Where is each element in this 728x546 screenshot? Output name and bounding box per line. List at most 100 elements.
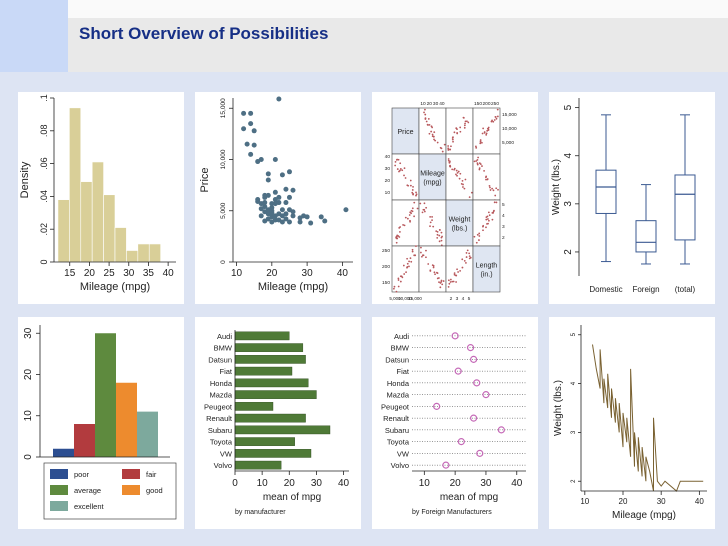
- matrix-point: [464, 122, 466, 125]
- matrix-top-tick-label: 40: [439, 101, 445, 107]
- legend-label-good: good: [146, 486, 163, 495]
- horizontal-bar: [234, 390, 317, 399]
- x-tick-label: 20: [84, 268, 96, 279]
- line-series: [592, 344, 704, 492]
- scatter-point: [276, 200, 282, 206]
- matrix-point: [488, 184, 491, 187]
- matrix-point: [420, 246, 422, 249]
- matrix-point: [396, 168, 399, 170]
- scatter-point: [304, 214, 310, 220]
- matrix-point: [468, 196, 471, 199]
- matrix-point: [488, 214, 491, 217]
- matrix-point: [467, 121, 470, 124]
- matrix-point: [496, 115, 499, 118]
- matrix-point: [403, 273, 406, 275]
- matrix-point: [409, 179, 412, 182]
- matrix-point: [443, 143, 446, 146]
- matrix-cell: [445, 107, 474, 155]
- matrix-point: [397, 279, 400, 281]
- matrix-point: [474, 145, 477, 148]
- matrix-point: [423, 111, 425, 114]
- histogram-bar: [69, 107, 82, 263]
- legend-swatch-average: [50, 485, 68, 495]
- matrix-point: [436, 272, 439, 275]
- chart-note: by Foreign Manufacturers: [412, 509, 492, 516]
- scatter-point: [262, 204, 268, 210]
- matrix-bottom-tick-label: 15,000: [408, 296, 422, 301]
- matrix-left-tick-label: 10: [385, 190, 391, 196]
- matrix-point: [476, 163, 479, 166]
- matrix-point: [441, 283, 444, 286]
- matrix-point: [463, 126, 466, 129]
- category-label: VW: [397, 449, 410, 458]
- y-axis-title: Weight (lbs.): [553, 380, 564, 436]
- horizontal-bar: [234, 355, 306, 364]
- category-label: Renault: [383, 414, 410, 423]
- scatter-points: [241, 96, 349, 226]
- bar-chart-panel: 0 10 20 30 poor fair average good excellent: [18, 317, 184, 529]
- scatter-point: [286, 169, 292, 175]
- scatter-point: [265, 177, 271, 183]
- matrix-point: [457, 170, 460, 173]
- page-title: Short Overview of Possibilities: [79, 24, 329, 43]
- matrix-point: [492, 210, 495, 213]
- matrix-point: [475, 241, 478, 244]
- matrix-point: [432, 265, 435, 267]
- matrix-point: [452, 280, 455, 283]
- matrix-point: [496, 108, 499, 111]
- matrix-point: [420, 255, 423, 258]
- bar-chart-axes: 0 10 20 30: [23, 325, 170, 460]
- legend-label-fair: fair: [146, 470, 157, 479]
- category-label: BMW: [214, 344, 233, 353]
- matrix-point: [459, 130, 462, 133]
- matrix-point: [440, 281, 443, 283]
- panel-background: [195, 317, 361, 529]
- matrix-point: [436, 233, 439, 236]
- category-label: Audi: [217, 332, 232, 341]
- x-tick-label: 10: [257, 478, 269, 489]
- matrix-point: [430, 130, 433, 133]
- matrix-point: [395, 237, 398, 240]
- category-label: Mazda: [386, 391, 409, 400]
- category-label: Audi: [394, 332, 409, 341]
- scatter-point: [262, 192, 268, 198]
- line-plot-panel: 10 20 30 40 2 3 4 5 Mileage (mpg) Weight (lbs.): [549, 317, 715, 529]
- y-axis-title: Price: [199, 167, 211, 192]
- matrix-point: [489, 189, 492, 191]
- legend-swatch-excellent: [50, 501, 68, 511]
- matrix-point: [409, 211, 412, 214]
- horizontal-bar: [234, 402, 274, 411]
- matrix-point: [452, 136, 454, 139]
- matrix-point: [429, 225, 431, 228]
- matrix-point: [408, 265, 410, 268]
- matrix-point: [427, 118, 430, 120]
- matrix-point: [449, 148, 452, 151]
- matrix-point: [459, 126, 462, 129]
- y-tick-label: 0: [220, 260, 227, 264]
- matrix-point: [481, 165, 483, 167]
- matrix-bottom-tick-label: 10,000: [398, 296, 412, 301]
- matrix-point: [489, 186, 491, 189]
- matrix-point: [468, 255, 471, 258]
- matrix-point: [479, 142, 482, 145]
- category-label: Volvo: [214, 461, 232, 470]
- matrix-point: [436, 230, 439, 233]
- matrix-point: [399, 231, 401, 233]
- matrix-point: [453, 273, 456, 276]
- histogram-axes: 15 20 25 30 35 40 0 .02 .04 .06 .08 .1 Mileage (mpg)…: [19, 94, 176, 293]
- x-tick-label: 20: [284, 478, 296, 489]
- scatter-point: [297, 219, 303, 225]
- x-tick-label: 20: [450, 478, 462, 489]
- scatter-point: [343, 207, 349, 213]
- scatter-point: [279, 172, 285, 178]
- histogram-bar: [137, 243, 150, 263]
- category-label: Renault: [206, 414, 233, 423]
- matrix-point: [456, 174, 458, 177]
- horizontal-bars: [234, 331, 331, 470]
- matrix-right-tick-label: 2: [502, 235, 505, 241]
- horizontal-bar-panel: Audi BMW Datsun Fiat Honda Mazda Peugeot Renaul…: [195, 317, 361, 529]
- matrix-point: [456, 268, 458, 271]
- matrix-point: [457, 271, 460, 273]
- matrix-point: [424, 113, 427, 116]
- horizontal-bar: [234, 449, 312, 458]
